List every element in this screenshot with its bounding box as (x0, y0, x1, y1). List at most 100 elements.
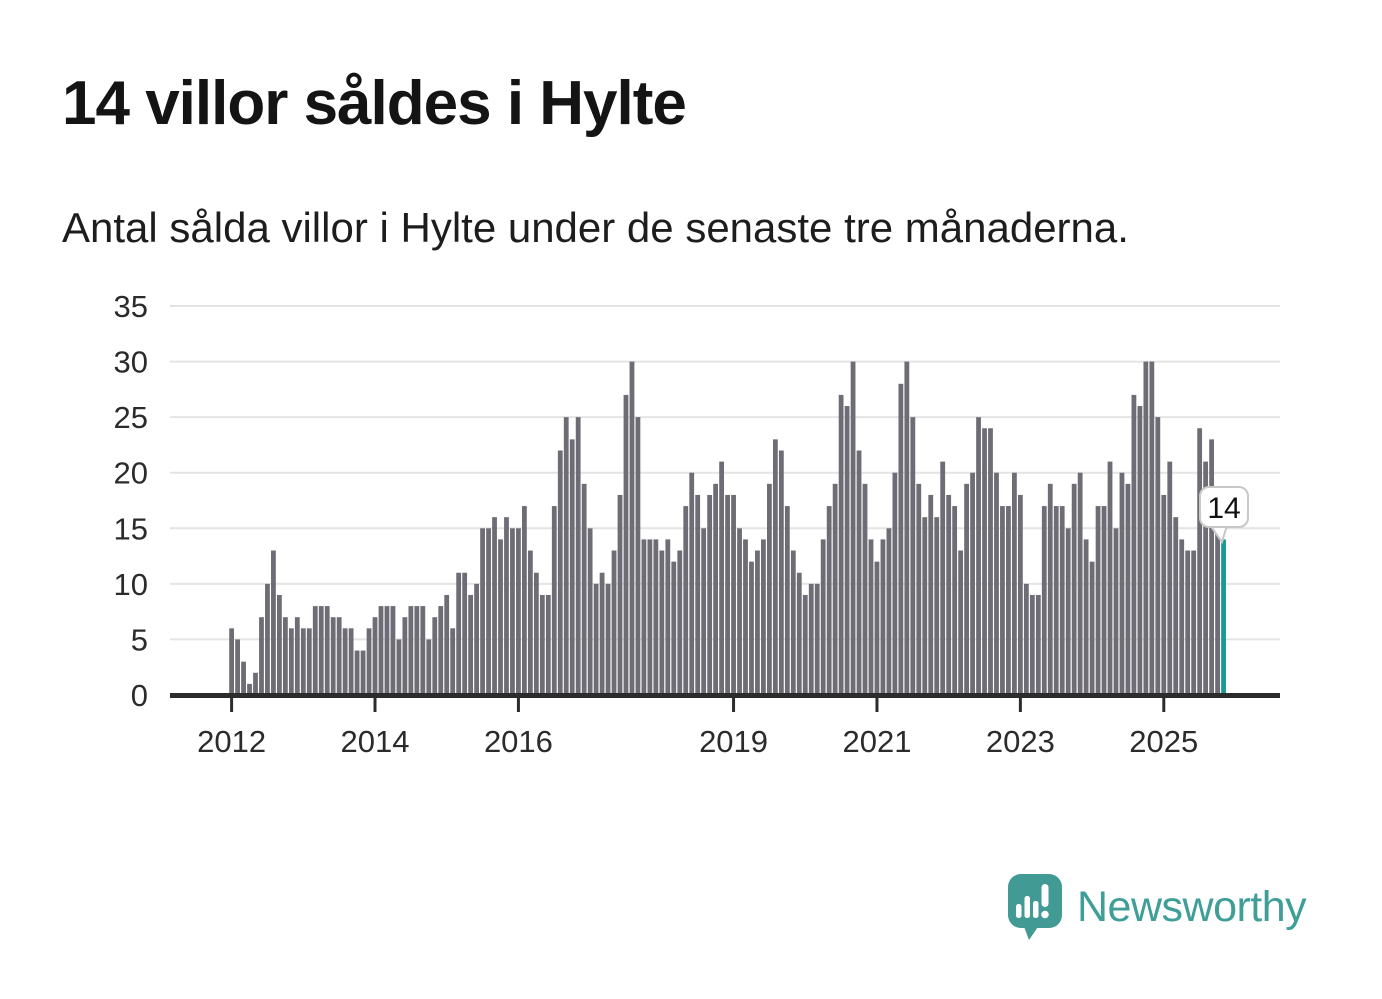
bar (653, 539, 659, 697)
bar (922, 517, 928, 697)
bar (623, 394, 629, 697)
x-axis-label: 2014 (341, 724, 410, 759)
bar (575, 417, 581, 697)
bar (372, 617, 378, 697)
bar (641, 539, 647, 697)
bar (504, 517, 509, 697)
bar (808, 583, 814, 697)
y-axis-label: 30 (114, 345, 148, 380)
bar (241, 661, 246, 697)
bar (282, 617, 288, 697)
bar (229, 628, 234, 697)
bar (1173, 517, 1179, 697)
bar (533, 572, 539, 697)
bar (1053, 506, 1059, 697)
bar (1041, 506, 1047, 697)
bar (1137, 406, 1143, 697)
bar (940, 461, 946, 697)
bar (354, 650, 360, 697)
y-axis-label: 15 (114, 511, 148, 546)
bar (1167, 461, 1173, 697)
bar (892, 472, 898, 697)
bar (581, 483, 587, 697)
bar (1125, 483, 1131, 697)
bar (539, 594, 545, 697)
bar (880, 539, 886, 697)
bar (1035, 594, 1041, 697)
bar (277, 594, 282, 697)
bar (677, 550, 683, 697)
bar (1089, 561, 1095, 697)
x-axis-label: 2019 (699, 724, 768, 759)
bar (635, 417, 641, 697)
bar (1071, 483, 1077, 697)
bar (1155, 417, 1161, 697)
bar (271, 550, 276, 697)
bar (1203, 461, 1209, 697)
bar (784, 506, 790, 697)
bar (1017, 494, 1023, 697)
bar (1107, 461, 1113, 697)
bar (731, 494, 736, 697)
bar (384, 606, 390, 697)
bar (300, 628, 306, 697)
bar (952, 506, 958, 697)
bar (522, 506, 527, 697)
bar (749, 561, 754, 697)
bar (1012, 472, 1017, 697)
bar (1006, 506, 1011, 697)
bar (647, 539, 653, 697)
bar (826, 506, 832, 697)
highlighted-bar (1221, 539, 1226, 697)
bar (253, 672, 258, 697)
bar (904, 361, 910, 697)
bar (569, 439, 575, 697)
bar (958, 550, 964, 697)
bar (599, 572, 605, 697)
bar (1143, 361, 1149, 697)
bar (510, 528, 515, 697)
bar (737, 528, 742, 697)
bar (683, 506, 689, 697)
bar (480, 528, 485, 697)
bar (886, 528, 892, 697)
bar (862, 483, 868, 697)
bar (408, 606, 414, 697)
y-axis-label: 25 (114, 400, 148, 435)
bar (557, 450, 563, 697)
bar (330, 617, 336, 697)
bar (1023, 583, 1029, 697)
bar (767, 483, 772, 697)
bar (701, 528, 707, 697)
bar (844, 406, 850, 697)
bar (438, 606, 444, 697)
bar (492, 517, 497, 697)
bar (312, 606, 318, 697)
bar (498, 539, 503, 697)
bar (982, 428, 987, 697)
bar (1185, 550, 1191, 697)
bar (456, 572, 462, 697)
bar (617, 494, 623, 697)
bar (390, 606, 396, 697)
bar (659, 550, 665, 697)
newsworthy-logo: Newsworthy (1008, 874, 1307, 941)
bar (545, 594, 551, 697)
y-axis-label: 0 (131, 678, 148, 713)
bar (695, 494, 701, 697)
bar (970, 472, 975, 697)
bar (868, 539, 874, 697)
bar (396, 639, 402, 697)
bar (420, 606, 426, 697)
bar (235, 639, 240, 697)
bar (820, 539, 826, 697)
bar (1000, 506, 1005, 697)
x-axis-label: 2021 (842, 724, 911, 759)
bar (1047, 483, 1053, 697)
bar (611, 550, 617, 697)
bar (832, 483, 838, 697)
y-axis-label: 5 (131, 622, 148, 657)
bar (856, 450, 862, 697)
